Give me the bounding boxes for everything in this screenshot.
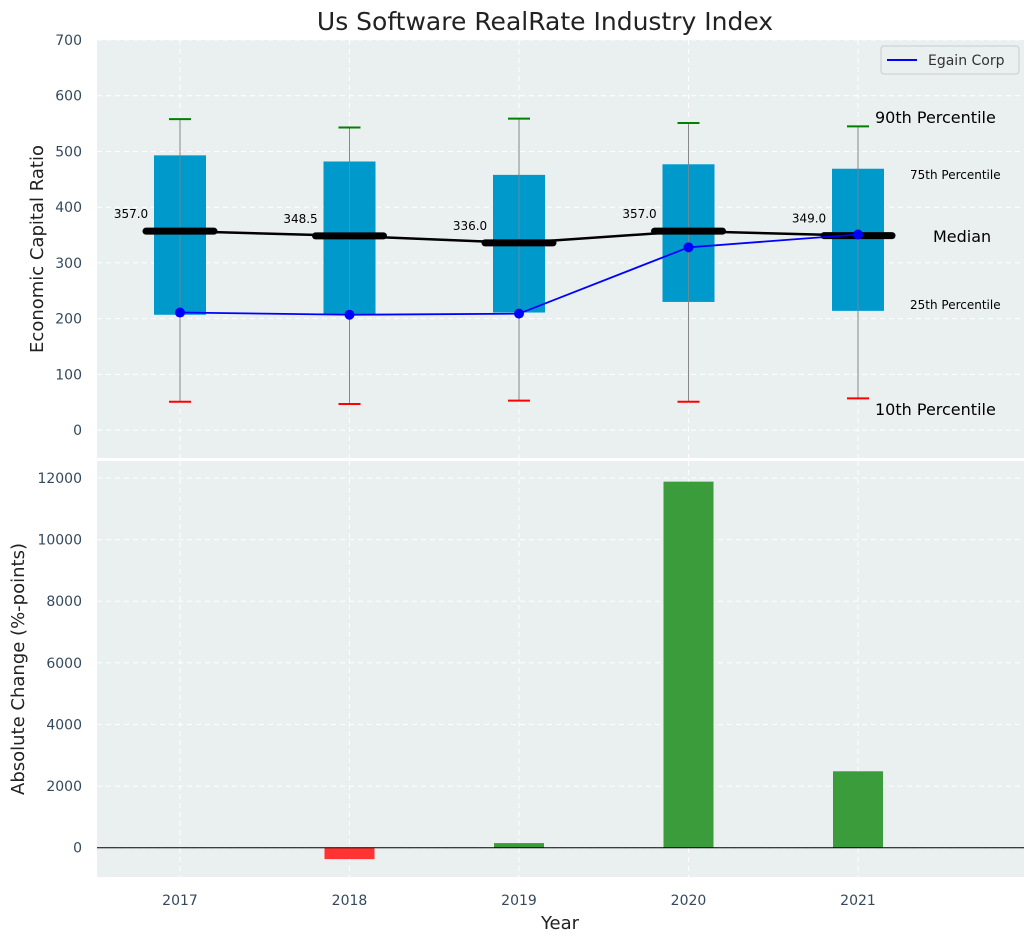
egain-point (344, 309, 355, 320)
x-tick-label: 2020 (671, 893, 707, 909)
median-value-label: 357.0 (622, 207, 656, 221)
bottom-y-tick-label: 2000 (46, 779, 82, 795)
annotation-median: Median (933, 227, 991, 246)
top-y-tick-label: 700 (55, 33, 82, 49)
legend-label-egain: Egain Corp (928, 53, 1005, 69)
change-bar (494, 843, 544, 848)
bottom-y-tick-label: 12000 (37, 471, 82, 487)
egain-point (683, 242, 694, 253)
x-tick-label: 2021 (840, 893, 876, 909)
bottom-y-tick-label: 0 (73, 841, 82, 857)
x-ticks: 2017 2018 2019 2020 2021 (162, 893, 876, 909)
egain-point (514, 308, 524, 319)
median-value-label: 349.0 (792, 212, 826, 226)
top-y-tick-label: 600 (55, 89, 82, 105)
x-tick-label: 2017 (162, 893, 198, 909)
top-panel-background (97, 40, 1024, 458)
top-y-tick-label: 400 (55, 200, 82, 216)
change-bar (833, 771, 883, 848)
legend: Egain Corp (880, 45, 1020, 75)
bottom-y-tick-label: 10000 (37, 533, 82, 549)
bottom-y-tick-label: 6000 (46, 656, 82, 672)
annotation-p25: 25th Percentile (910, 298, 1001, 312)
change-bar (324, 847, 375, 860)
annotation-p75: 75th Percentile (910, 168, 1001, 182)
top-y-tick-label: 0 (73, 423, 82, 439)
bottom-panel-background (97, 461, 1024, 877)
bottom-y-axis-label: Absolute Change (%-points) (8, 543, 29, 795)
x-tick-label: 2018 (332, 893, 368, 909)
top-y-tick-label: 100 (55, 367, 82, 383)
annotation-p10: 10th Percentile (875, 400, 996, 419)
chart-title: Us Software RealRate Industry Index (317, 7, 773, 36)
top-y-tick-label: 500 (55, 144, 82, 160)
egain-point (853, 229, 863, 240)
x-tick-label: 2019 (501, 893, 537, 909)
median-value-label: 348.5 (283, 212, 317, 226)
change-bar (663, 481, 714, 848)
legend-box (880, 45, 1020, 75)
bottom-y-tick-label: 8000 (46, 594, 82, 610)
median-value-label: 357.0 (114, 207, 148, 221)
series-lines: 357.0 348.5 336.0 357.0 349.0 (114, 207, 896, 320)
egain-point (175, 307, 185, 318)
bottom-y-ticks: 0 2000 4000 6000 8000 10000 12000 (37, 471, 82, 857)
top-y-ticks: 0 100 200 300 400 500 600 700 (55, 33, 82, 439)
top-y-axis-label: Economic Capital Ratio (27, 145, 48, 353)
annotation-p90: 90th Percentile (875, 108, 996, 127)
top-y-tick-label: 300 (55, 256, 82, 272)
bottom-y-tick-label: 4000 (46, 717, 82, 733)
top-y-tick-label: 200 (55, 312, 82, 328)
bar-chart (324, 481, 883, 860)
x-axis-label: Year (540, 913, 580, 934)
median-value-label: 336.0 (453, 219, 487, 233)
